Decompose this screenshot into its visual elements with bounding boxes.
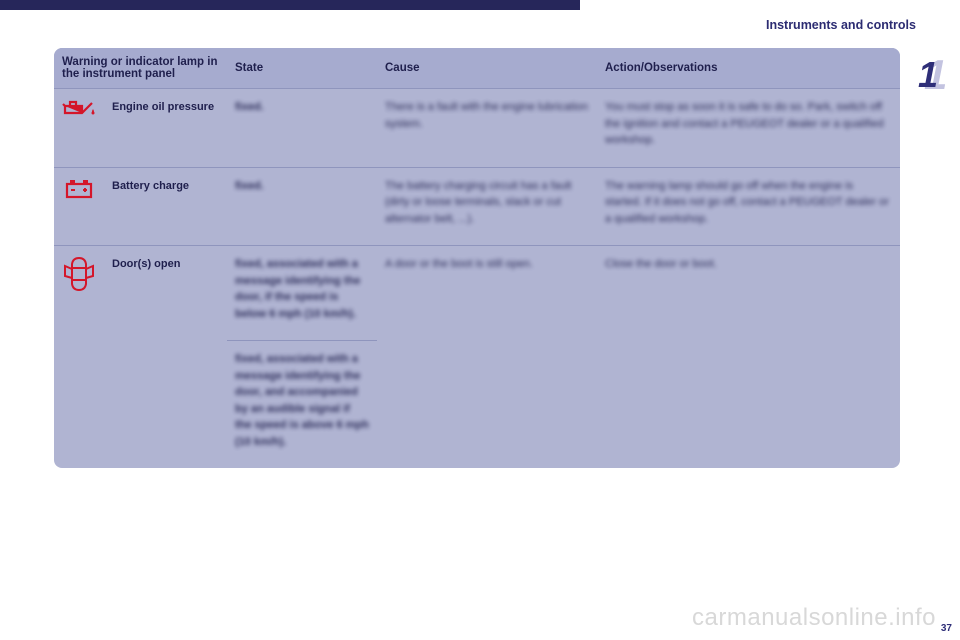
section-title: Instruments and controls xyxy=(766,18,916,32)
row-state: fixed, associated with a message identif… xyxy=(227,246,377,341)
battery-icon xyxy=(64,178,94,200)
row-action: Close the door or boot. xyxy=(597,246,900,469)
table-row: Battery charge fixed. The battery chargi… xyxy=(54,167,900,246)
row-cause: The battery charging circuit has a fault… xyxy=(377,167,597,246)
oil-can-icon xyxy=(62,99,96,119)
row-cause: There is a fault with the engine lubrica… xyxy=(377,89,597,168)
col-header-lamp: Warning or indicator lamp in the instrum… xyxy=(54,48,227,89)
row-state: fixed. xyxy=(227,89,377,168)
chapter-number: 1 xyxy=(918,54,938,96)
top-accent-bar xyxy=(0,0,580,10)
content-area: Warning or indicator lamp in the instrum… xyxy=(54,48,900,468)
row-label: Battery charge xyxy=(104,167,227,246)
icon-cell xyxy=(54,167,104,246)
page-number: 37 xyxy=(941,623,952,634)
col-header-cause: Cause xyxy=(377,48,597,89)
row-state: fixed. xyxy=(227,167,377,246)
row-cause: A door or the boot is still open. xyxy=(377,246,597,469)
col-header-action: Action/Observations xyxy=(597,48,900,89)
chapter-badge: 1 1 xyxy=(912,48,960,96)
col-header-state: State xyxy=(227,48,377,89)
watermark: carmanualsonline.info xyxy=(692,604,936,632)
door-open-icon xyxy=(63,256,95,292)
warning-lamp-table: Warning or indicator lamp in the instrum… xyxy=(54,48,900,468)
row-label: Door(s) open xyxy=(104,246,227,469)
row-state: fixed, associated with a message identif… xyxy=(227,341,377,469)
row-action: You must stop as soon it is safe to do s… xyxy=(597,89,900,168)
icon-cell xyxy=(54,246,104,469)
row-action: The warning lamp should go off when the … xyxy=(597,167,900,246)
table-row: Engine oil pressure fixed. There is a fa… xyxy=(54,89,900,168)
table-row: Door(s) open fixed, associated with a me… xyxy=(54,246,900,341)
icon-cell xyxy=(54,89,104,168)
row-label: Engine oil pressure xyxy=(104,89,227,168)
